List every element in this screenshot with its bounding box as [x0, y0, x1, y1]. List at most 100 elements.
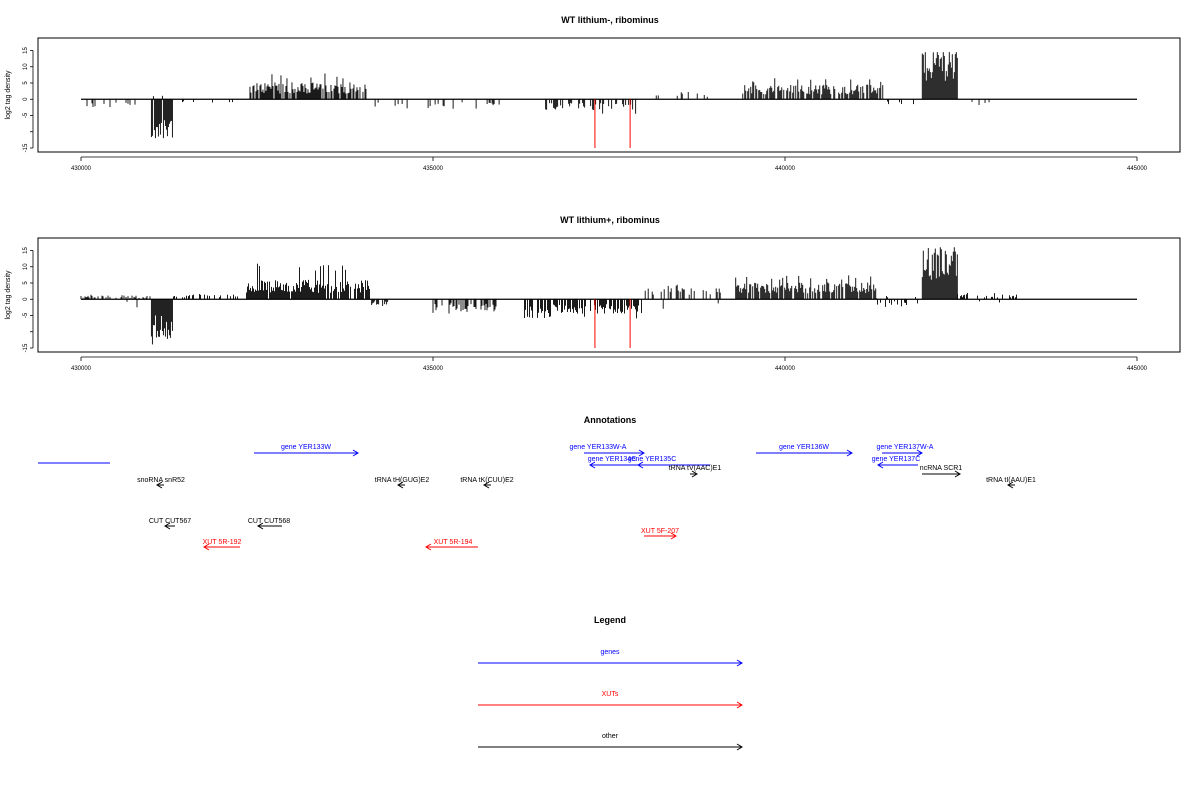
annotation-feature: XUT 5R-192	[203, 539, 242, 551]
y-axis-label: log2 tag density	[5, 70, 12, 120]
axes: 430000 435000 440000 445000 -15 -5 0 5 10 15	[23, 247, 1148, 372]
x-tick-label: 435000	[423, 166, 444, 172]
annotation-feature: gene YER135C	[628, 456, 710, 469]
feature-arrowhead	[670, 532, 677, 540]
annotation-feature: tRNA tH(GUG)E2	[375, 477, 430, 489]
legend-label: genes	[600, 649, 620, 656]
annotation-feature: snoRNA snR52	[137, 477, 185, 489]
x-tick-label: 440000	[775, 166, 796, 172]
x-tick-label: 430000	[71, 366, 92, 372]
legend-entry: XUTs	[478, 691, 743, 709]
legend: Legend genes XUTs other	[478, 615, 743, 751]
annotation-feature: gene YER137C	[872, 456, 921, 469]
y-tick-label: 5	[23, 281, 29, 285]
legend-arrowhead	[736, 743, 743, 751]
y-tick-label: -15	[23, 343, 29, 352]
y-tick-label: -15	[23, 143, 29, 152]
track-panel-lithium-minus: WT lithium-, ribominus log2 tag density …	[5, 15, 1181, 172]
annotation-feature: XUT 5R-194	[425, 539, 478, 551]
y-tick-label: -5	[23, 112, 29, 118]
feature-label: XUT 5R-194	[434, 539, 473, 546]
feature-label: snoRNA snR52	[137, 477, 185, 484]
annotation-feature: CUT CUT567	[149, 518, 191, 530]
feature-label: CUT CUT568	[248, 518, 290, 525]
feature-arrowhead	[589, 461, 596, 469]
legend-arrowhead	[736, 701, 743, 709]
feature-label: tRNA tV(AAC)E1	[669, 465, 722, 472]
feature-label: gene YER136W	[779, 444, 829, 451]
y-tick-label: 15	[23, 47, 29, 54]
y-tick-label: -5	[23, 312, 29, 318]
coverage-bars	[80, 247, 1137, 348]
feature-label: ncRNA SCR1	[920, 465, 963, 472]
feature-arrowhead	[846, 449, 853, 457]
feature-arrowhead	[637, 461, 644, 469]
feature-label: gene YER133W-A	[570, 444, 627, 451]
track-panel-lithium-plus: WT lithium+, ribominus log2 tag density …	[5, 215, 1181, 372]
panel-title: WT lithium+, ribominus	[560, 215, 660, 225]
x-tick-label: 445000	[1127, 366, 1148, 372]
feature-label: tRNA tK(CUU)E2	[460, 477, 513, 484]
feature-arrowhead	[257, 522, 264, 530]
annotations-track: Annotations gene YER133W gene YER133W-Age…	[38, 415, 1036, 551]
legend-title: Legend	[594, 615, 626, 625]
feature-arrowhead	[1007, 481, 1014, 489]
feature-arrowhead	[164, 522, 171, 530]
feature-label: tRNA tH(GUG)E2	[375, 477, 430, 484]
feature-label: tRNA tI(AAU)E1	[986, 477, 1036, 484]
feature-arrowhead	[203, 543, 210, 551]
feature-arrowhead	[397, 481, 404, 489]
legend-arrowhead	[736, 659, 743, 667]
x-tick-label: 445000	[1127, 166, 1148, 172]
y-tick-label: 0	[23, 97, 29, 101]
feature-arrowhead	[954, 470, 961, 478]
annotation-feature: gene YER137W-A	[877, 444, 934, 457]
legend-label: other	[602, 733, 619, 740]
annotation-feature: gene YER133W	[254, 444, 359, 457]
y-tick-label: 10	[23, 63, 29, 70]
annotation-feature: tRNA tK(CUU)E2	[460, 477, 514, 489]
feature-arrowhead	[638, 449, 645, 457]
legend-entry: other	[478, 733, 743, 751]
feature-arrowhead	[691, 470, 698, 478]
y-tick-label: 0	[23, 297, 29, 301]
x-tick-label: 430000	[71, 166, 92, 172]
annotation-feature: tRNA tV(AAC)E1	[669, 465, 722, 478]
y-axis-label: log2 tag density	[5, 270, 12, 320]
feature-arrowhead	[156, 481, 163, 489]
annotation-feature: XUT 5F-207	[641, 528, 679, 540]
feature-arrowhead	[483, 481, 490, 489]
feature-arrowhead	[916, 449, 923, 457]
annotation-feature: gene YER133W-A	[570, 444, 645, 457]
x-tick-label: 435000	[423, 366, 444, 372]
feature-label: gene YER133W	[281, 444, 331, 451]
feature-label: CUT CUT567	[149, 518, 191, 525]
y-tick-label: 5	[23, 81, 29, 85]
x-tick-label: 440000	[775, 366, 796, 372]
feature-label: gene YER137W-A	[877, 444, 934, 451]
feature-arrowhead	[425, 543, 432, 551]
annotation-feature: ncRNA SCR1	[920, 465, 963, 478]
y-tick-label: 10	[23, 263, 29, 270]
plot-frame	[37, 237, 1181, 353]
feature-arrowhead	[877, 461, 884, 469]
annotation-feature: gene YER136W	[756, 444, 853, 457]
panel-title: WT lithium-, ribominus	[561, 15, 659, 25]
feature-label: XUT 5F-207	[641, 528, 679, 535]
feature-label: gene YER135C	[628, 456, 677, 463]
feature-arrowhead	[352, 449, 359, 457]
feature-label: gene YER134C	[588, 456, 637, 463]
feature-label: XUT 5R-192	[203, 539, 242, 546]
feature-label: gene YER137C	[872, 456, 921, 463]
annotation-feature: tRNA tI(AAU)E1	[986, 477, 1036, 489]
legend-entry: genes	[478, 649, 743, 667]
legend-entries: genes XUTs other	[478, 649, 743, 751]
plot-frame	[37, 37, 1181, 153]
coverage-bars	[81, 52, 1137, 148]
axes: 430000 435000 440000 445000 -15 -5 0 5 10 15	[23, 47, 1148, 172]
annotation-feature: CUT CUT568	[248, 518, 290, 530]
y-tick-label: 15	[23, 247, 29, 254]
annotations-title: Annotations	[584, 415, 637, 425]
